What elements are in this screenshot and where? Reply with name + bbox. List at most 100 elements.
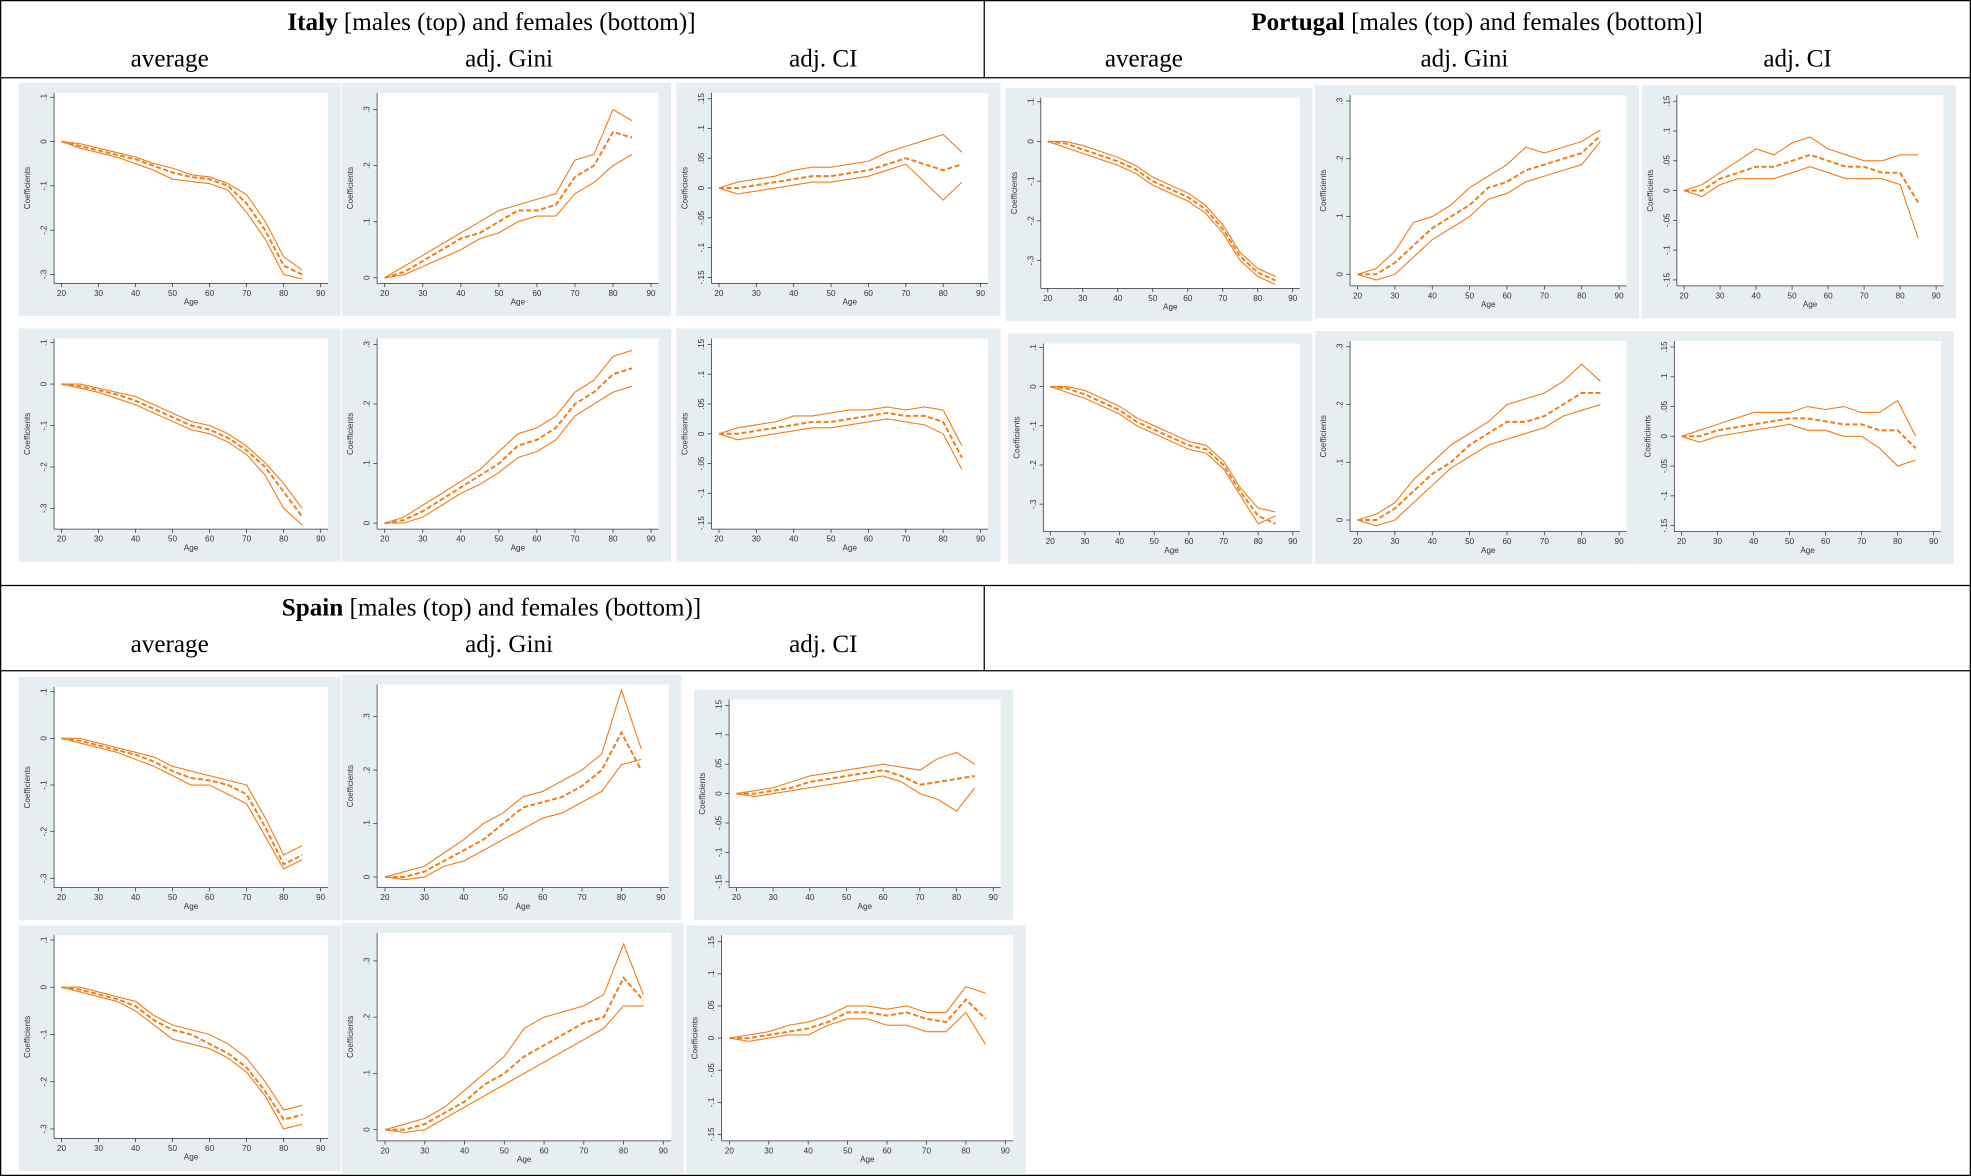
- y-tick-label: -.3: [1029, 499, 1038, 509]
- estimate-line: [1357, 134, 1602, 276]
- y-tick-label: .2: [363, 766, 372, 773]
- x-tick-label: 30: [752, 289, 762, 298]
- x-tick-label: 20: [1353, 291, 1363, 300]
- x-tick-label: 60: [1821, 537, 1831, 546]
- ci-line: [736, 751, 976, 795]
- y-tick-label: -.05: [697, 456, 706, 470]
- x-tick-label: 20: [57, 1144, 67, 1153]
- x-tick-label: 80: [617, 893, 627, 902]
- ci-line: [384, 758, 642, 881]
- x-tick-label: 70: [570, 535, 580, 544]
- x-tick-label: 30: [94, 1144, 104, 1153]
- x-tick-label: 60: [879, 893, 889, 902]
- x-axis-label: Age: [516, 902, 531, 911]
- x-tick-label: 90: [316, 1144, 326, 1153]
- chart-panel: -.15 -.1 -.05 0 .05 .1 .15 20 30 40 50 60 70 80 90 Age C…: [676, 328, 1001, 562]
- x-tick-label: 60: [1502, 291, 1512, 300]
- x-tick-label: 90: [1288, 294, 1298, 303]
- y-tick-label: 0: [363, 275, 372, 280]
- x-tick-label: 30: [764, 1146, 774, 1155]
- x-tick-label: 70: [922, 1146, 932, 1155]
- country-name: Portugal: [1251, 9, 1345, 36]
- chart-panel: -.3 -.2 -.1 0 .1 20 30 40 50 60 70 80 90 Age Coefficie…: [18, 925, 341, 1171]
- x-tick-label: 30: [94, 893, 104, 902]
- column-label: average: [1105, 45, 1183, 72]
- ci-line: [1357, 404, 1601, 527]
- y-tick-label: .15: [715, 699, 724, 711]
- y-tick-label: -.15: [1660, 518, 1669, 532]
- x-tick-label: 80: [952, 893, 962, 902]
- ci-line: [384, 942, 644, 1131]
- plot-area: [54, 687, 329, 888]
- x-tick-label: 70: [242, 1144, 252, 1153]
- y-tick-label: -.1: [707, 1097, 716, 1107]
- y-tick-label: 0: [40, 985, 49, 990]
- x-tick-label: 60: [883, 1146, 893, 1155]
- y-axis-label: Coefficients: [23, 766, 32, 808]
- ci-line: [718, 418, 963, 470]
- x-tick-label: 40: [1428, 537, 1438, 546]
- x-tick-label: 30: [1390, 291, 1400, 300]
- x-tick-label: 80: [1577, 291, 1587, 300]
- x-tick-label: 50: [827, 289, 837, 298]
- y-tick-label: -.1: [1029, 421, 1038, 431]
- x-axis-label: Age: [511, 298, 526, 307]
- x-tick-label: 40: [1113, 294, 1123, 303]
- x-tick-label: 70: [242, 535, 252, 544]
- x-axis-label: Age: [517, 1155, 532, 1164]
- x-tick-label: 30: [94, 535, 104, 544]
- y-tick-label: 0: [363, 1127, 372, 1132]
- chart-panel: -.3 -.2 -.1 0 .1 20 30 40 50 60 70 80 90 Age Coefficie…: [18, 82, 341, 316]
- x-tick-label: 40: [1115, 537, 1125, 546]
- y-tick-label: .3: [363, 106, 372, 113]
- ci-line: [729, 1011, 987, 1045]
- ci-line: [61, 986, 303, 1130]
- estimate-line: [385, 975, 645, 1131]
- estimate-line: [61, 140, 303, 276]
- column-label: adj. Gini: [465, 45, 553, 72]
- estimate-line: [729, 998, 987, 1040]
- y-tick-label: 0: [363, 520, 372, 525]
- y-tick-label: .05: [1660, 400, 1669, 412]
- x-axis-label: Age: [1803, 300, 1818, 309]
- x-tick-label: 60: [532, 289, 542, 298]
- y-axis-label: Coefficients: [23, 1016, 32, 1058]
- x-tick-label: 70: [901, 289, 911, 298]
- estimate-line: [61, 986, 303, 1121]
- x-tick-label: 40: [131, 893, 141, 902]
- x-tick-label: 60: [205, 1144, 215, 1153]
- y-tick-label: -.3: [40, 1124, 49, 1134]
- y-axis-label: Coefficients: [23, 167, 32, 209]
- chart-panel: 0 .1 .2 .3 20 30 40 50 60 70 80 90 Age Coefficients: [1314, 85, 1640, 319]
- x-tick-label: 30: [1716, 291, 1726, 300]
- plot-area: [1350, 95, 1627, 286]
- y-tick-label: -.2: [1026, 216, 1035, 226]
- y-tick-label: -.2: [40, 1076, 49, 1086]
- plot-area: [54, 935, 329, 1139]
- chart-panel: 0 .1 .2 .3 20 30 40 50 60 70 80 90 Age Coefficients: [341, 82, 672, 316]
- y-tick-label: .3: [363, 957, 372, 964]
- y-tick-label: .1: [1026, 98, 1035, 105]
- x-tick-label: 40: [131, 289, 141, 298]
- x-tick-label: 90: [976, 289, 986, 298]
- y-tick-label: .2: [363, 1013, 372, 1020]
- x-tick-label: 80: [279, 1144, 289, 1153]
- y-tick-label: -.15: [1662, 272, 1671, 286]
- column-label: adj. Gini: [465, 631, 553, 658]
- ci-line: [1681, 399, 1917, 437]
- y-tick-label: .15: [1662, 95, 1671, 107]
- x-axis-label: Age: [1481, 300, 1496, 309]
- y-tick-label: 0: [715, 791, 724, 796]
- y-tick-label: .3: [1335, 343, 1344, 350]
- x-tick-label: 20: [57, 289, 67, 298]
- y-tick-label: .1: [40, 339, 49, 346]
- y-tick-label: .15: [697, 338, 706, 350]
- x-tick-label: 90: [647, 289, 657, 298]
- y-tick-label: 0: [697, 185, 706, 190]
- plot-area: [377, 92, 659, 284]
- x-tick-label: 50: [499, 893, 509, 902]
- x-axis-label: Age: [858, 902, 873, 911]
- x-tick-label: 70: [1219, 537, 1229, 546]
